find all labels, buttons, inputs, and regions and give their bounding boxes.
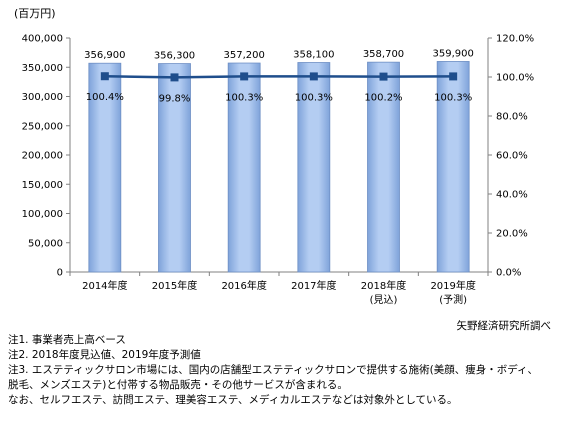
yoy-line	[104, 74, 454, 79]
notes-block: 注1. 事業者売上高ベース 注2. 2018年度見込値、2019年度予測値 注3…	[8, 333, 563, 408]
x-category-label: 2015年度	[152, 279, 197, 292]
x-category-sublabel: (見込)	[370, 294, 398, 306]
note-3-continued: 脱毛、メンズエステ)と付帯する物品販売・その他サービスが含まれる。	[8, 379, 348, 391]
right-tick-label: 120.0%	[496, 34, 534, 45]
bar	[88, 62, 122, 273]
note-3: 注3. エステティックサロン市場には、国内の店舗型エステティックサロンで提供する…	[8, 364, 538, 376]
left-tick-label: 100,000	[22, 209, 63, 220]
bar	[367, 61, 400, 273]
bar	[158, 63, 191, 273]
note-exclusions: なお、セルフエステ、訪問エステ、理美容エステ、メディカルエステなどは対象外として…	[8, 394, 458, 406]
bar-value-label: 358,700	[363, 49, 404, 60]
y-axis-unit-label: (百万円)	[14, 7, 56, 20]
left-tick-label: 0	[57, 268, 63, 279]
right-tick-label: 0.0%	[496, 268, 521, 279]
x-category-label: 2016年度	[221, 279, 266, 292]
right-tick-label: 20.0%	[496, 229, 528, 240]
yoy-marker	[240, 72, 249, 81]
bar	[297, 62, 331, 273]
yoy-marker	[309, 72, 318, 81]
left-tick-label: 400,000	[22, 34, 63, 45]
x-category-label: 2017年度	[291, 279, 336, 292]
bar-value-label: 357,200	[223, 50, 264, 61]
yoy-value-label: 100.2%	[364, 93, 402, 104]
left-tick-label: 300,000	[22, 92, 63, 103]
x-category-sublabel: (予測)	[439, 293, 467, 306]
note-2: 注2. 2018年度見込値、2019年度予測値	[8, 349, 201, 361]
left-tick-label: 50,000	[28, 238, 63, 249]
note-1: 注1. 事業者売上高ベース	[8, 334, 126, 346]
x-category-label: 2014年度	[82, 279, 127, 292]
yoy-value-label: 100.4%	[86, 92, 124, 103]
yoy-value-label: 100.3%	[434, 92, 472, 103]
bar-value-label: 356,900	[84, 50, 125, 61]
left-tick-label: 150,000	[22, 180, 63, 191]
right-tick-label: 40.0%	[496, 190, 528, 201]
x-category-label: 2018年度	[361, 279, 406, 292]
left-tick-label: 200,000	[22, 151, 63, 162]
right-tick-label: 80.0%	[496, 112, 528, 123]
yoy-value-label: 100.3%	[295, 92, 333, 103]
source-credit: 矢野経済研究所調べ	[456, 320, 552, 332]
bar	[436, 61, 470, 273]
left-tick-label: 350,000	[22, 63, 63, 74]
bar-value-label: 358,100	[293, 50, 334, 61]
yoy-marker	[100, 72, 109, 81]
x-category-label: 2019年度	[430, 279, 475, 292]
yoy-value-label: 99.8%	[159, 93, 191, 104]
yoy-marker	[170, 73, 179, 82]
yoy-value-label: 100.3%	[225, 92, 263, 103]
bar-value-label: 359,900	[432, 48, 473, 59]
left-tick-label: 250,000	[22, 121, 63, 132]
bar	[227, 62, 261, 273]
right-tick-label: 100.0%	[496, 73, 534, 84]
bar-value-label: 356,300	[154, 51, 195, 62]
market-size-chart: 0 50,000 100,000 150,000 200,000 250,000 300,0…	[22, 34, 535, 307]
right-tick-label: 60.0%	[496, 151, 528, 162]
yoy-marker	[449, 72, 458, 81]
yoy-marker	[379, 72, 388, 81]
